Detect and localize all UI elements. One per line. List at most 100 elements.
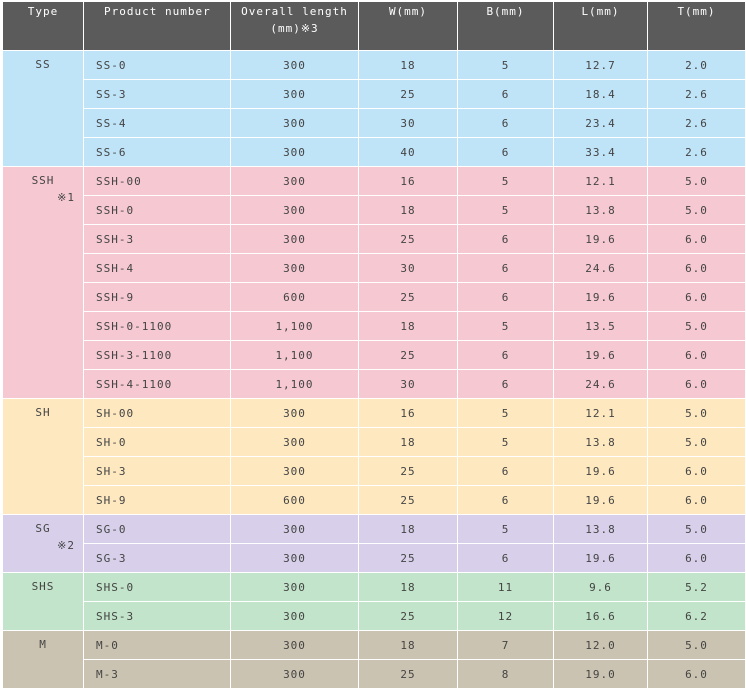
table-row: SG ※2 SG-0 300 18 5 13.8 5.0 — [2, 514, 746, 573]
type-cell-shs: SHS — [2, 572, 84, 631]
l-cell: 19.6 — [553, 543, 648, 573]
w-cell: 18 — [358, 50, 458, 80]
table-row: SSH-0-1100 1,100 18 5 13.5 5.0 — [3, 311, 746, 341]
t-cell: 5.0 — [647, 398, 746, 428]
header-overall-length: Overall length (mm)※3 — [230, 1, 359, 51]
w-cell: 18 — [358, 311, 458, 341]
t-cell: 6.0 — [647, 456, 746, 486]
overall-length-cell: 300 — [230, 50, 359, 80]
product-number-cell: SS-0 — [83, 50, 231, 80]
product-number-cell: M-3 — [83, 659, 231, 689]
overall-length-cell: 300 — [230, 108, 359, 138]
header-row: Type Product number Overall length (mm)※… — [2, 1, 746, 51]
table-row: SS-4 300 30 6 23.4 2.6 — [3, 108, 746, 138]
l-cell: 16.6 — [553, 601, 648, 631]
l-cell: 19.6 — [553, 456, 648, 486]
type-label: SHS — [31, 580, 55, 593]
type-cell-sg: SG ※2 — [2, 514, 84, 573]
l-cell: 12.1 — [553, 166, 648, 196]
b-cell: 7 — [457, 630, 554, 660]
overall-length-cell: 300 — [230, 166, 359, 196]
w-cell: 30 — [358, 369, 458, 399]
b-cell: 12 — [457, 601, 554, 631]
w-cell: 16 — [358, 398, 458, 428]
type-cell-m: M — [2, 630, 84, 689]
t-cell: 5.0 — [647, 427, 746, 457]
t-cell: 6.0 — [647, 224, 746, 254]
header-b: B(mm) — [457, 1, 554, 51]
b-cell: 5 — [457, 427, 554, 457]
table-row: M M-0 300 18 7 12.0 5.0 — [2, 630, 746, 689]
overall-length-cell: 300 — [230, 427, 359, 457]
l-cell: 9.6 — [553, 572, 648, 602]
product-number-cell: SSH-3-1100 — [83, 340, 231, 370]
table-row: SSH ※1 SSH-00 300 16 5 12.1 5.0 — [2, 166, 746, 399]
overall-length-cell: 300 — [230, 224, 359, 254]
header-type: Type — [2, 1, 84, 51]
w-cell: 18 — [358, 572, 458, 602]
w-cell: 30 — [358, 253, 458, 283]
t-cell: 6.2 — [647, 601, 746, 631]
header-w: W(mm) — [358, 1, 458, 51]
table-row: SSH-3-1100 1,100 25 6 19.6 6.0 — [3, 340, 746, 370]
header-l: L(mm) — [553, 1, 648, 51]
product-number-cell: SHS-3 — [83, 601, 231, 631]
t-cell: 6.0 — [647, 340, 746, 370]
overall-length-cell: 600 — [230, 485, 359, 515]
b-cell: 6 — [457, 108, 554, 138]
t-cell: 2.0 — [647, 50, 746, 80]
t-cell: 5.0 — [647, 195, 746, 225]
header-overall-length-line1: Overall length — [241, 5, 348, 18]
l-cell: 13.8 — [553, 514, 648, 544]
w-cell: 30 — [358, 108, 458, 138]
table-row: SG-3 300 25 6 19.6 6.0 — [3, 543, 746, 573]
type-note: ※2 — [57, 539, 75, 552]
w-cell: 25 — [358, 543, 458, 573]
l-cell: 12.7 — [553, 50, 648, 80]
w-cell: 25 — [358, 79, 458, 109]
w-cell: 25 — [358, 456, 458, 486]
overall-length-cell: 300 — [230, 253, 359, 283]
product-number-cell: SG-0 — [83, 514, 231, 544]
t-cell: 5.0 — [647, 514, 746, 544]
product-number-cell: SS-6 — [83, 137, 231, 167]
type-label: M — [39, 638, 47, 651]
table-row: M-3 300 25 8 19.0 6.0 — [3, 659, 746, 689]
header-t: T(mm) — [647, 1, 746, 51]
w-cell: 18 — [358, 514, 458, 544]
table-row: SSH-3 300 25 6 19.6 6.0 — [3, 224, 746, 254]
table-row: SSH-4-1100 1,100 30 6 24.6 6.0 — [3, 369, 746, 399]
t-cell: 6.0 — [647, 659, 746, 689]
table-body: SS SS-0 300 18 5 12.7 2.0 SS-3 300 25 6 18.4 2.6 SS-4… — [2, 50, 746, 689]
l-cell: 13.5 — [553, 311, 648, 341]
product-number-cell: SH-0 — [83, 427, 231, 457]
table-row: SH-3 300 25 6 19.6 6.0 — [3, 456, 746, 486]
b-cell: 5 — [457, 514, 554, 544]
product-number-cell: SSH-4-1100 — [83, 369, 231, 399]
overall-length-cell: 600 — [230, 282, 359, 312]
product-number-cell: M-0 — [83, 630, 231, 660]
table-row: SH-0 300 18 5 13.8 5.0 — [3, 427, 746, 457]
t-cell: 6.0 — [647, 253, 746, 283]
overall-length-cell: 300 — [230, 195, 359, 225]
overall-length-cell: 300 — [230, 659, 359, 689]
l-cell: 18.4 — [553, 79, 648, 109]
b-cell: 11 — [457, 572, 554, 602]
l-cell: 19.6 — [553, 282, 648, 312]
table-row: SSH-4 300 30 6 24.6 6.0 — [3, 253, 746, 283]
l-cell: 19.0 — [553, 659, 648, 689]
b-cell: 6 — [457, 485, 554, 515]
l-cell: 19.6 — [553, 485, 648, 515]
product-number-cell: SH-00 — [83, 398, 231, 428]
table-row: SSH-9 600 25 6 19.6 6.0 — [3, 282, 746, 312]
type-cell-ss: SS — [2, 50, 84, 167]
product-number-cell: SSH-4 — [83, 253, 231, 283]
l-cell: 24.6 — [553, 253, 648, 283]
w-cell: 25 — [358, 659, 458, 689]
overall-length-cell: 1,100 — [230, 311, 359, 341]
type-cell-sh: SH — [2, 398, 84, 515]
b-cell: 6 — [457, 224, 554, 254]
product-number-cell: SH-3 — [83, 456, 231, 486]
t-cell: 5.0 — [647, 166, 746, 196]
b-cell: 6 — [457, 340, 554, 370]
